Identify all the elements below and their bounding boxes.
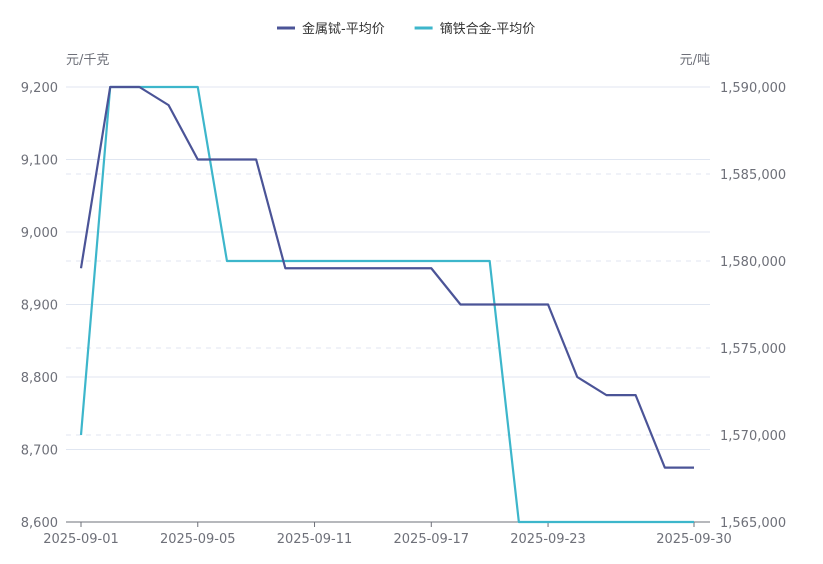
x-tick-label: 2025-09-23 [510, 532, 586, 547]
right-tick-label: 1,565,000 [720, 516, 786, 531]
left-axis-unit: 元/千克 [66, 53, 109, 68]
right-axis-ticks: 1,565,000 1,570,000 1,575,000 1,580,000 1,58… [720, 81, 786, 531]
right-axis-unit: 元/吨 [680, 53, 710, 68]
series-line-left [79, 85, 694, 469]
x-tick-label: 2025-09-05 [160, 532, 236, 547]
legend-label: 镝铁合金-平均价 [440, 21, 536, 37]
legend: 金属铽-平均价 镝铁合金-平均价 [277, 21, 535, 37]
right-tick-label: 1,585,000 [720, 168, 786, 183]
x-axis: 2025-09-01 2025-09-05 2025-09-11 2025-09-17… [43, 521, 732, 547]
left-axis-ticks: 8,600 8,700 8,800 8,900 9,000 9,100 9,200 [21, 81, 58, 531]
right-tick-label: 1,590,000 [720, 81, 786, 96]
left-tick-label: 8,700 [21, 444, 58, 459]
series-lines [79, 85, 694, 524]
right-tick-label: 1,575,000 [720, 342, 786, 357]
legend-label: 金属铽-平均价 [302, 21, 385, 37]
x-tick-label: 2025-09-17 [394, 532, 470, 547]
left-tick-label: 9,000 [21, 226, 58, 241]
left-tick-label: 9,200 [21, 81, 58, 96]
legend-item[interactable]: 金属铽-平均价 [277, 21, 385, 37]
legend-item[interactable]: 镝铁合金-平均价 [414, 21, 536, 37]
left-tick-label: 9,100 [21, 154, 58, 169]
x-tick-label: 2025-09-30 [656, 532, 732, 547]
x-tick-label: 2025-09-11 [277, 532, 353, 547]
right-tick-label: 1,580,000 [720, 255, 786, 270]
left-tick-label: 8,900 [21, 299, 58, 314]
series-line-right [79, 85, 694, 524]
right-tick-label: 1,570,000 [720, 429, 786, 444]
left-tick-label: 8,800 [21, 371, 58, 386]
x-tick-label: 2025-09-01 [43, 532, 119, 547]
left-tick-label: 8,600 [21, 516, 58, 531]
